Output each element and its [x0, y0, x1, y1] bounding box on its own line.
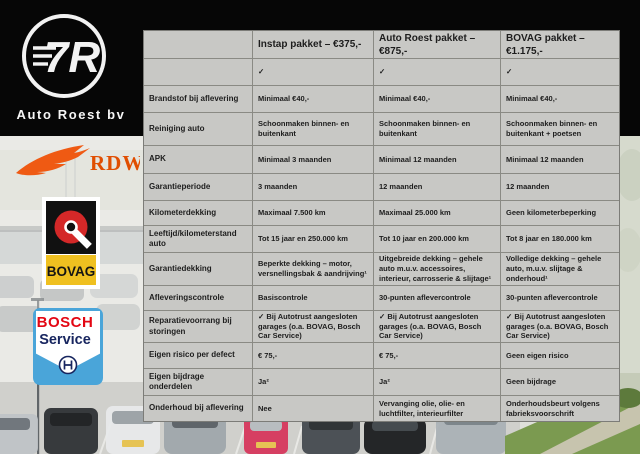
- table-row-brandstof: Brandstof bij aflevering Minimaal €40,- …: [144, 86, 619, 113]
- table-row-afleveringscontrole: Afleveringscontrole Basiscontrole 30-pun…: [144, 286, 619, 311]
- column-header-empty: [144, 31, 253, 59]
- column-header-instap: Instap pakket – €375,-: [253, 31, 374, 59]
- row-label: [144, 59, 253, 86]
- table-cell: Tot 8 jaar en 180.000 km: [501, 226, 619, 253]
- check-cell: ✓: [253, 59, 374, 86]
- table-cell: Schoonmaken binnen- en buitenkant: [374, 113, 501, 146]
- row-label: APK: [144, 146, 253, 174]
- table-header-row: Instap pakket – €375,- Auto Roest pakket…: [144, 31, 619, 59]
- table-cell: Ja²: [374, 369, 501, 396]
- table-cell: 12 maanden: [501, 174, 619, 201]
- table-cell: Geen eigen risico: [501, 343, 619, 369]
- car-silver: [0, 414, 38, 454]
- table-cell: ✓ Bij Autotrust aangesloten garages (o.a…: [374, 311, 501, 343]
- table-row-eigen-bijdrage: Eigen bijdrage onderdelen Ja² Ja² Geen b…: [144, 369, 619, 396]
- table-cell: Uitgebreide dekking – gehele auto m.u.v.…: [374, 253, 501, 286]
- rdw-wordmark: RDW: [90, 151, 140, 175]
- row-label: Garantiedekking: [144, 253, 253, 286]
- table-row-included: ✓ ✓ ✓: [144, 59, 619, 86]
- table-cell: Onderhoudsbeurt volgens fabrieksvoorschr…: [501, 396, 619, 421]
- company-name: Auto Roest bv: [16, 107, 126, 122]
- table-cell: Basiscontrole: [253, 286, 374, 311]
- table-cell: € 75,-: [374, 343, 501, 369]
- row-label: Eigen bijdrage onderdelen: [144, 369, 253, 396]
- row-label: Garantieperiode: [144, 174, 253, 201]
- rdw-logo: RDW: [16, 145, 140, 176]
- check-cell: ✓: [501, 59, 619, 86]
- table-cell: Schoonmaken binnen- en buitenkant: [253, 113, 374, 146]
- row-label: Kilometerdekking: [144, 201, 253, 226]
- row-label: Eigen risico per defect: [144, 343, 253, 369]
- auto-roest-logo: 7R: [22, 14, 106, 98]
- table-cell: Minimaal 3 maanden: [253, 146, 374, 174]
- column-header-auto-roest: Auto Roest pakket – €875,-: [374, 31, 501, 59]
- table-row-garantiedekking: Garantiedekking Beperkte dekking – motor…: [144, 253, 619, 286]
- table-cell: Minimaal €40,-: [253, 86, 374, 113]
- table-cell: Nee: [253, 396, 374, 421]
- table-cell: Schoonmaken binnen- en buitenkant + poet…: [501, 113, 619, 146]
- table-cell: 12 maanden: [374, 174, 501, 201]
- table-cell: € 75,-: [253, 343, 374, 369]
- row-label: Reiniging auto: [144, 113, 253, 146]
- bosch-service-logo: BOSCH Service: [33, 308, 103, 385]
- row-label: Afleveringscontrole: [144, 286, 253, 311]
- bovag-emblem-icon: [54, 210, 92, 249]
- bosch-service-label: Service: [39, 332, 91, 348]
- table-row-eigen-risico: Eigen risico per defect € 75,- € 75,- Ge…: [144, 343, 619, 369]
- row-label: Brandstof bij aflevering: [144, 86, 253, 113]
- rdw-wing-icon: [16, 145, 90, 176]
- table-cell: Tot 10 jaar en 200.000 km: [374, 226, 501, 253]
- table-row-reparatievoorrang: Reparatievoorrang bij storingen ✓ Bij Au…: [144, 311, 619, 343]
- table-cell: Geen bijdrage: [501, 369, 619, 396]
- table-cell: Maximaal 25.000 km: [374, 201, 501, 226]
- table-cell: ✓ Bij Autotrust aangesloten garages (o.a…: [501, 311, 619, 343]
- check-cell: ✓: [374, 59, 501, 86]
- bosch-armature-icon: [58, 355, 78, 375]
- row-label: Onderhoud bij aflevering: [144, 396, 253, 421]
- table-cell: Ja²: [253, 369, 374, 396]
- table-cell: 30-punten aflevercontrole: [501, 286, 619, 311]
- car-dark-suv: [44, 408, 98, 454]
- bovag-logo: BOVAG: [42, 197, 100, 289]
- table-cell: Maximaal 7.500 km: [253, 201, 374, 226]
- speed-lines-icon: [33, 46, 56, 66]
- car-red: [244, 416, 288, 454]
- table-cell: Minimaal €40,-: [374, 86, 501, 113]
- table-cell: Geen kilometerbeperking: [501, 201, 619, 226]
- bovag-wordmark: BOVAG: [47, 264, 96, 279]
- table-cell: Minimaal 12 maanden: [501, 146, 619, 174]
- table-row-onderhoud: Onderhoud bij aflevering Nee Vervanging …: [144, 396, 619, 421]
- table-cell: 3 maanden: [253, 174, 374, 201]
- table-cell: 30-punten aflevercontrole: [374, 286, 501, 311]
- logo-monogram: 7R: [44, 33, 100, 82]
- row-label: Reparatievoorrang bij storingen: [144, 311, 253, 343]
- table-cell: Minimaal €40,-: [501, 86, 619, 113]
- car-black: [364, 418, 426, 454]
- table-row-apk: APK Minimaal 3 maanden Minimaal 12 maand…: [144, 146, 619, 174]
- table-cell: Vervanging olie, olie- en luchtfilter, i…: [374, 396, 501, 421]
- table-row-leeftijd: Leeftijd/kilometerstand auto Tot 15 jaar…: [144, 226, 619, 253]
- logo-circle: [22, 14, 106, 98]
- comparison-table: Instap pakket – €375,- Auto Roest pakket…: [143, 30, 620, 422]
- table-row-garantieperiode: Garantieperiode 3 maanden 12 maanden 12 …: [144, 174, 619, 201]
- table-cell: Beperkte dekking – motor, versnellingsba…: [253, 253, 374, 286]
- table-cell: Volledige dekking – gehele auto, m.u.v. …: [501, 253, 619, 286]
- table-row-kilometerdekking: Kilometerdekking Maximaal 7.500 km Maxim…: [144, 201, 619, 226]
- row-label: Leeftijd/kilometerstand auto: [144, 226, 253, 253]
- column-header-bovag: BOVAG pakket – €1.175,-: [501, 31, 619, 59]
- table-cell: ✓ Bij Autotrust aangesloten garages (o.a…: [253, 311, 374, 343]
- table-cell: Minimaal 12 maanden: [374, 146, 501, 174]
- table-cell: Tot 15 jaar en 250.000 km: [253, 226, 374, 253]
- bosch-wordmark: BOSCH: [36, 314, 94, 331]
- table-row-reiniging: Reiniging auto Schoonmaken binnen- en bu…: [144, 113, 619, 146]
